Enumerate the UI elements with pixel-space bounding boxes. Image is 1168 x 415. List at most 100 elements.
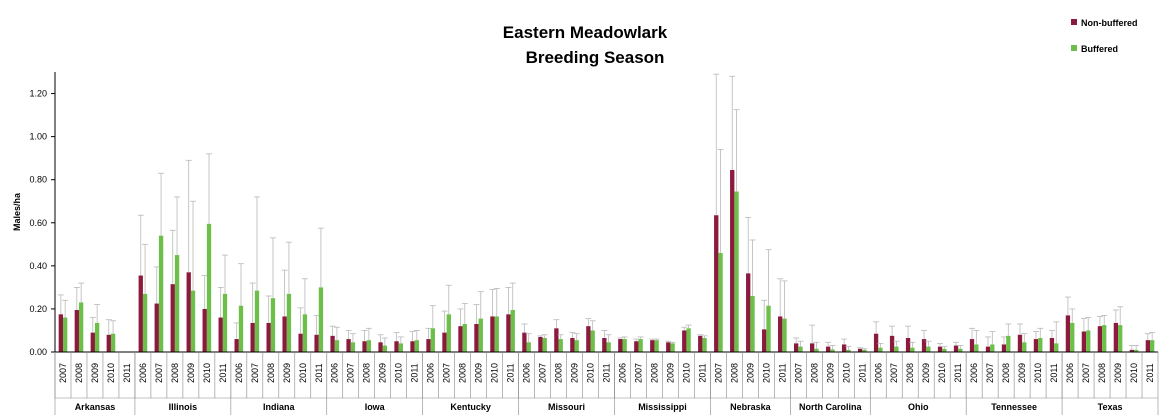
bar-buffered <box>974 344 979 352</box>
bar-buffered <box>766 305 771 352</box>
bar-non-buffered <box>282 316 287 352</box>
x-year-label: 2006 <box>617 363 627 383</box>
state-label: Ohio <box>908 402 929 412</box>
bar-buffered <box>430 328 435 352</box>
bar-non-buffered <box>538 336 543 352</box>
state-label: Texas <box>1098 402 1123 412</box>
x-year-label: 2008 <box>1097 363 1107 383</box>
y-tick-label: 0.80 <box>29 175 47 185</box>
bar-non-buffered <box>170 284 175 352</box>
bar-buffered <box>862 349 867 352</box>
x-year-label: 2007 <box>346 363 356 383</box>
x-year-label: 2011 <box>410 363 420 382</box>
bar-buffered <box>238 305 244 352</box>
bar-non-buffered <box>666 342 671 352</box>
bar-buffered <box>734 191 739 352</box>
bar-buffered <box>910 347 915 352</box>
bar-non-buffered <box>634 341 639 352</box>
state-label: Indiana <box>263 402 295 412</box>
bar-non-buffered <box>794 343 799 352</box>
x-year-label: 2011 <box>1049 363 1059 382</box>
bar-non-buffered <box>218 317 223 352</box>
bar-buffered <box>1038 338 1043 352</box>
bar-non-buffered <box>1145 340 1151 352</box>
bar-buffered <box>558 339 563 352</box>
bar-non-buffered <box>330 335 335 352</box>
bar-buffered <box>686 328 691 352</box>
bar-buffered <box>542 338 547 352</box>
bar-buffered <box>302 314 308 352</box>
chart-title-line-2: Breeding Season <box>526 48 665 67</box>
x-year-label: 2008 <box>809 363 819 383</box>
x-year-label: 2011 <box>602 363 612 382</box>
bar-non-buffered <box>937 346 943 352</box>
bar-buffered <box>254 290 260 352</box>
y-tick-label: 0.20 <box>29 304 47 314</box>
x-year-label: 2006 <box>234 363 244 383</box>
bar-non-buffered <box>586 326 591 352</box>
bar-non-buffered <box>410 341 415 352</box>
bar-buffered <box>622 339 627 352</box>
bar-non-buffered <box>154 303 159 352</box>
x-year-label: 2007 <box>633 363 643 383</box>
bar-non-buffered <box>250 322 255 352</box>
x-year-label: 2008 <box>458 363 468 383</box>
bar-non-buffered <box>985 346 991 352</box>
x-year-label: 2006 <box>1065 363 1075 383</box>
bar-non-buffered <box>442 332 447 352</box>
x-year-label: 2006 <box>138 363 148 383</box>
bar-buffered <box>670 343 675 352</box>
bar-buffered <box>142 293 148 352</box>
y-tick-label: 0.40 <box>29 261 47 271</box>
bar-non-buffered <box>202 308 207 352</box>
x-year-label: 2007 <box>793 363 803 383</box>
x-year-label: 2008 <box>170 363 180 383</box>
bar-buffered <box>174 255 180 352</box>
x-year-label: 2007 <box>154 363 164 383</box>
x-year-label: 2009 <box>665 363 675 383</box>
bar-buffered <box>814 348 819 352</box>
x-year-label: 2011 <box>506 363 516 382</box>
bar-non-buffered <box>762 329 767 352</box>
y-tick-label: 0.60 <box>29 218 47 228</box>
bar-buffered <box>382 345 388 352</box>
y-tick-label: 1.00 <box>29 132 47 142</box>
bar-non-buffered <box>506 314 511 352</box>
bar-buffered <box>798 346 803 352</box>
bar-buffered <box>782 318 787 352</box>
x-year-label: 2010 <box>394 363 404 383</box>
x-year-label: 2008 <box>729 363 739 383</box>
x-year-label: 2009 <box>282 363 292 383</box>
bar-buffered <box>414 340 419 352</box>
bar-buffered <box>526 342 531 352</box>
bar-non-buffered <box>857 348 863 352</box>
bar-non-buffered <box>921 339 927 352</box>
bar-buffered <box>1150 340 1155 352</box>
chart-title-line-1: Eastern Meadowlark <box>503 23 668 42</box>
bar-buffered <box>78 302 84 352</box>
bar-buffered <box>1102 325 1107 352</box>
bar-non-buffered <box>809 343 815 352</box>
bar-non-buffered <box>1129 349 1135 352</box>
bar-non-buffered <box>1033 339 1039 352</box>
bar-non-buffered <box>234 339 239 352</box>
bar-buffered <box>750 296 755 352</box>
x-year-label: 2007 <box>1081 363 1091 383</box>
bar-non-buffered <box>969 339 975 352</box>
x-year-label: 2007 <box>538 363 548 383</box>
bar-buffered <box>1086 330 1091 352</box>
bar-buffered <box>1006 335 1011 352</box>
bar-non-buffered <box>1065 315 1071 352</box>
x-year-label: 2006 <box>426 363 436 383</box>
bar-buffered <box>1054 343 1059 352</box>
bar-non-buffered <box>841 344 847 352</box>
bar-non-buffered <box>1017 334 1023 352</box>
x-year-label: 2008 <box>1001 363 1011 383</box>
bar-buffered <box>846 349 851 352</box>
x-year-label: 2010 <box>1129 363 1139 383</box>
bar-buffered <box>366 340 372 352</box>
bar-buffered <box>206 223 212 352</box>
x-year-label: 2010 <box>1033 363 1043 383</box>
bar-non-buffered <box>618 339 623 352</box>
state-label: North Carolina <box>799 402 862 412</box>
